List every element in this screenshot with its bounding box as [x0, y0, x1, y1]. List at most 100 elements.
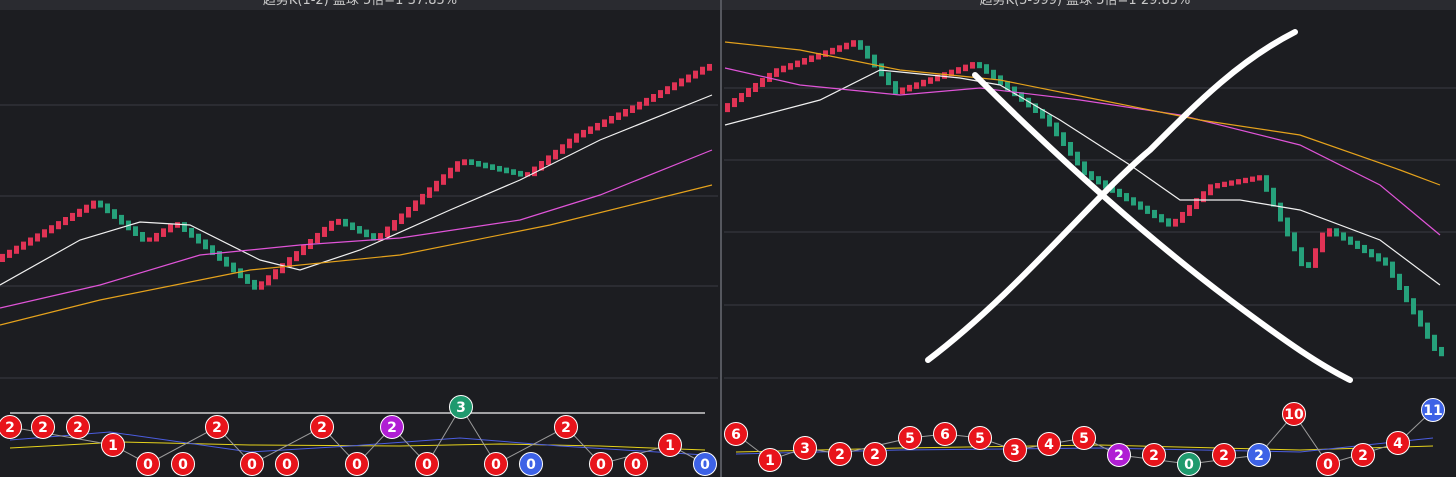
candle — [837, 45, 842, 52]
candle — [119, 214, 124, 225]
candle — [1355, 240, 1360, 249]
signal-marker: 2 — [554, 415, 578, 439]
candle — [238, 268, 243, 279]
candle — [252, 279, 257, 290]
candle — [231, 262, 236, 273]
candle — [224, 256, 229, 267]
candle — [266, 275, 271, 286]
candle — [1180, 211, 1185, 223]
candle — [77, 208, 82, 217]
candle — [1411, 298, 1416, 315]
candle — [1159, 214, 1164, 223]
candle — [935, 74, 940, 82]
candle — [7, 249, 12, 258]
candle — [760, 77, 765, 87]
candle — [420, 193, 425, 205]
candle — [413, 200, 418, 211]
candle — [350, 222, 355, 231]
marker-circle — [658, 433, 682, 457]
candle — [28, 237, 33, 246]
candle — [914, 82, 919, 89]
marker-circle — [0, 415, 22, 439]
marker-label: 3 — [800, 441, 810, 457]
candle — [746, 87, 751, 98]
candle — [392, 220, 397, 231]
marker-label: 1 — [765, 453, 775, 469]
candle — [434, 180, 439, 192]
signal-marker: 0 — [484, 452, 508, 476]
candle — [1299, 247, 1304, 267]
marker-circle — [1037, 432, 1061, 456]
signal-marker: 0 — [1316, 452, 1340, 476]
candle — [1278, 202, 1283, 222]
signal-marker: 5 — [1072, 426, 1096, 450]
candle — [844, 42, 849, 50]
candle — [942, 72, 947, 79]
candle — [858, 40, 863, 50]
marker-circle — [624, 452, 648, 476]
candle — [1348, 236, 1353, 245]
marker-label: 6 — [940, 427, 950, 443]
candle — [1117, 188, 1122, 198]
marker-label: 2 — [317, 420, 327, 436]
candle — [182, 222, 187, 232]
marker-circle — [693, 452, 717, 476]
marker-label: 0 — [422, 457, 432, 473]
candle — [767, 72, 772, 82]
signal-marker: 1 — [758, 448, 782, 472]
candle — [84, 204, 89, 213]
candle — [399, 213, 404, 225]
candle — [147, 237, 152, 242]
marker-circle — [898, 426, 922, 450]
candle — [795, 60, 800, 68]
candle — [406, 206, 411, 218]
candle — [977, 62, 982, 69]
marker-circle — [275, 452, 299, 476]
candle — [788, 63, 793, 70]
candle — [532, 166, 537, 177]
candle — [1292, 232, 1297, 252]
marker-circle — [1386, 431, 1410, 455]
candle — [900, 87, 905, 94]
candle — [1432, 334, 1437, 351]
signal-marker: 11 — [1421, 398, 1445, 422]
candle — [1271, 187, 1276, 207]
candle — [294, 251, 299, 262]
marker-circle — [1282, 402, 1306, 426]
candle — [1306, 262, 1311, 268]
marker-circle — [1421, 398, 1445, 422]
marker-label: 2 — [1219, 448, 1229, 464]
candle — [1222, 181, 1227, 188]
marker-circle — [828, 442, 852, 466]
marker-label: 2 — [387, 420, 397, 436]
candle — [1145, 205, 1150, 214]
candle — [851, 40, 856, 47]
candle — [970, 62, 975, 69]
signal-marker: 2 — [0, 415, 22, 439]
candle — [112, 209, 117, 219]
marker-circle — [449, 395, 473, 419]
candle — [1320, 232, 1325, 253]
candle — [609, 115, 614, 124]
marker-circle — [793, 436, 817, 460]
candle — [1208, 184, 1213, 196]
candle — [322, 226, 327, 237]
marker-label: 3 — [1010, 443, 1020, 459]
candle — [1047, 114, 1052, 127]
marker-label: 2 — [5, 420, 15, 436]
candle — [1229, 180, 1234, 186]
marker-circle — [310, 415, 334, 439]
marker-label: 0 — [596, 457, 606, 473]
candle — [567, 138, 572, 149]
candle — [623, 108, 628, 117]
signal-marker: 0 — [624, 452, 648, 476]
marker-circle — [1212, 443, 1236, 467]
candle — [1089, 171, 1094, 181]
candle — [1033, 103, 1038, 113]
candle — [886, 72, 891, 86]
candle — [581, 129, 586, 138]
candle — [574, 133, 579, 143]
signal-marker: 6 — [933, 422, 957, 446]
candle — [893, 81, 898, 94]
candle — [616, 112, 621, 120]
